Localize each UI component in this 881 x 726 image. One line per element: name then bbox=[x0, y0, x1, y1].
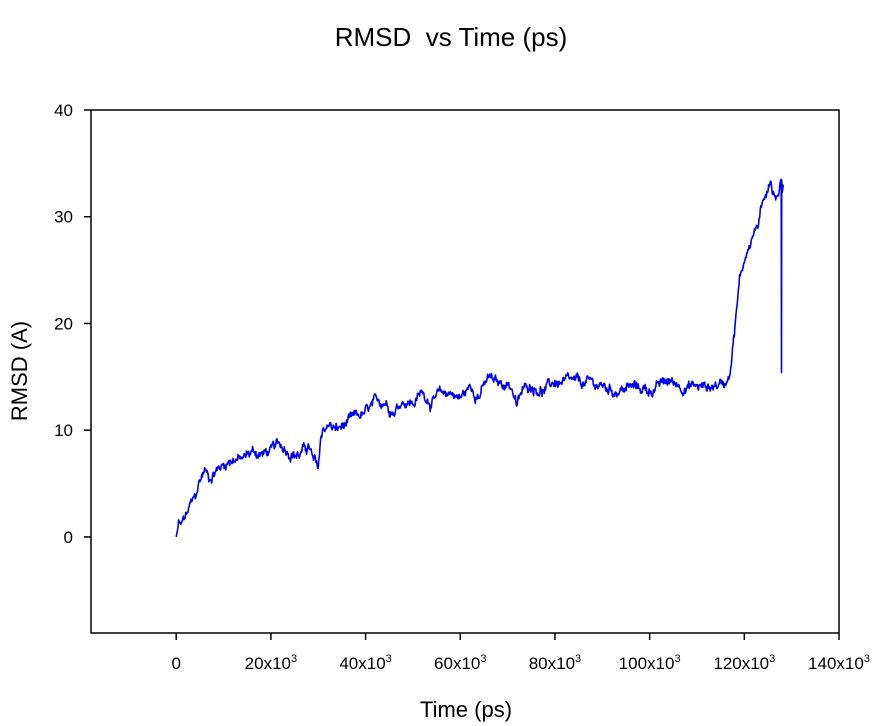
x-tick-label: 100x103 bbox=[619, 653, 681, 673]
x-tick-label-base: 120x10 bbox=[713, 654, 769, 673]
y-axis-label: RMSD (A) bbox=[7, 321, 32, 421]
x-tick-label: 40x103 bbox=[339, 653, 391, 673]
x-axis-label: Time (ps) bbox=[420, 697, 512, 722]
y-axis-ticks: 0 10 20 30 40 bbox=[54, 101, 91, 547]
x-tick-label-base: 140x10 bbox=[808, 654, 864, 673]
plot-frame bbox=[90, 109, 840, 634]
series-line-rmsd bbox=[175, 178, 785, 538]
x-tick-label-exponent: 3 bbox=[575, 653, 581, 665]
x-axis-ticks: 0 20x103 40x103 60x103 80x103 100x103 120x103 1… bbox=[171, 633, 870, 673]
x-tick-label: 120x103 bbox=[713, 653, 775, 673]
y-tick-label: 30 bbox=[54, 208, 73, 227]
y-tick-label: 10 bbox=[54, 421, 73, 440]
x-tick-label-exponent: 3 bbox=[769, 653, 775, 665]
x-tick-label-base: 20x10 bbox=[245, 654, 291, 673]
x-tick-label: 0 bbox=[171, 654, 180, 673]
x-tick-label-base: 40x10 bbox=[339, 654, 385, 673]
y-tick-label: 20 bbox=[54, 314, 73, 333]
x-tick-label-exponent: 3 bbox=[480, 653, 486, 665]
x-tick-label-base: 100x10 bbox=[619, 654, 675, 673]
x-tick-label-exponent: 3 bbox=[864, 653, 870, 665]
x-tick-label-exponent: 3 bbox=[291, 653, 297, 665]
x-tick-label-base: 60x10 bbox=[434, 654, 480, 673]
x-tick-label-exponent: 3 bbox=[386, 653, 392, 665]
x-tick-label-base: 0 bbox=[171, 654, 180, 673]
x-tick-label: 80x103 bbox=[529, 653, 581, 673]
x-tick-label: 20x103 bbox=[245, 653, 297, 673]
x-tick-label-base: 80x10 bbox=[529, 654, 575, 673]
y-tick-label: 40 bbox=[54, 101, 73, 120]
chart-title: RMSD vs Time (ps) bbox=[335, 22, 568, 52]
x-tick-label-exponent: 3 bbox=[674, 653, 680, 665]
x-tick-label: 60x103 bbox=[434, 653, 486, 673]
x-tick-label: 140x103 bbox=[808, 653, 870, 673]
y-tick-label: 0 bbox=[64, 528, 73, 547]
